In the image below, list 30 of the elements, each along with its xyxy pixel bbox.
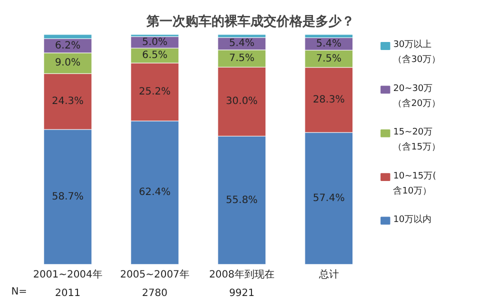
legend-label: 20~30万（含20万） <box>393 84 441 109</box>
data-label: 25.2% <box>138 86 171 98</box>
data-label: 7.5% <box>316 53 342 64</box>
text: N= <box>11 286 28 298</box>
data-label: 62.4% <box>138 187 171 198</box>
text: 9921 <box>229 288 255 300</box>
legend-label: 30万以上（含30万） <box>393 39 441 66</box>
text: 2780 <box>142 288 168 300</box>
data-label: 5.0% <box>142 36 168 48</box>
data-label: 30.0% <box>226 96 258 108</box>
legend-label: 10~15万(含10万） <box>393 171 436 196</box>
data-label: 5.4% <box>316 38 342 50</box>
data-label: 57.4% <box>312 192 345 204</box>
data-label: 6.5% <box>142 50 168 62</box>
x-tick-label: 2005~2007年 <box>120 268 190 280</box>
data-label: 28.3% <box>312 94 345 106</box>
data-label: 55.8% <box>226 194 258 206</box>
text: 2011 <box>55 288 80 300</box>
data-label: 58.7% <box>52 191 84 202</box>
x-tick-label: 2008年到现在 <box>209 268 275 280</box>
data-label: 24.3% <box>52 96 84 108</box>
legend-label: 15~20万（含15万） <box>393 128 441 153</box>
data-label: 9.0% <box>55 58 80 69</box>
x-tick-label: 总计 <box>318 268 339 280</box>
legend-label: 10万以内 <box>393 214 432 225</box>
data-label: 7.5% <box>229 53 254 64</box>
x-tick-label: 2001~2004年 <box>33 268 102 280</box>
data-label: 5.4% <box>229 38 254 50</box>
data-label: 6.2% <box>55 40 80 52</box>
chart-title: 第一次购车的裸车成交价格是多少？ <box>146 14 354 30</box>
